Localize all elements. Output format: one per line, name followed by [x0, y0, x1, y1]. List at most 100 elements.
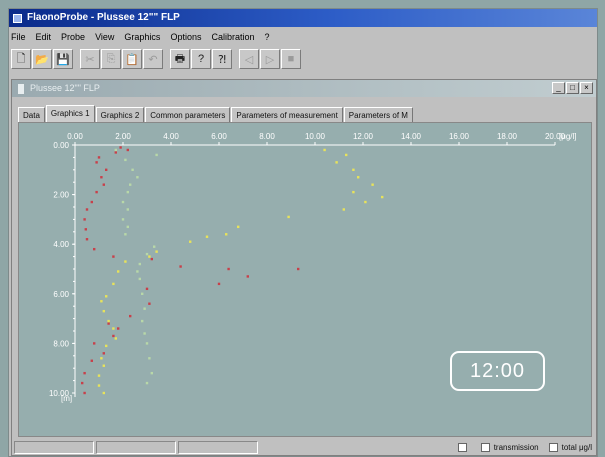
x-tick-label: 18.00 [497, 132, 518, 141]
save-icon: 💾 [56, 53, 70, 66]
data-point-red [95, 161, 98, 164]
y-tick-label: 10.00 [49, 389, 70, 398]
paste-icon: 📋 [125, 53, 139, 66]
data-point-red [81, 381, 84, 385]
print-button[interactable]: 🖶 [170, 49, 190, 69]
x-axis-label: [μg/l] [559, 132, 577, 141]
open-folder-button[interactable]: 📂 [32, 49, 52, 69]
data-point-red [97, 156, 101, 159]
data-point-green [126, 190, 129, 194]
data-point-green [131, 168, 134, 171]
transmission-checkbox[interactable]: transmission [480, 442, 539, 452]
copy-button[interactable]: ⎘ [101, 49, 121, 69]
data-point-yellow [102, 309, 105, 313]
x-tick-label: 12.00 [353, 132, 374, 141]
data-point-yellow [364, 200, 367, 204]
data-point-green [126, 208, 129, 211]
cut-button[interactable]: ✂ [80, 49, 100, 69]
x-tick-label: 8.00 [259, 132, 275, 141]
checkbox-box[interactable] [480, 442, 490, 452]
tab-graphics-1[interactable]: Graphics 1 [45, 105, 95, 123]
data-point-red [179, 265, 182, 268]
data-point-red [112, 255, 115, 258]
data-point-yellow [107, 319, 110, 323]
data-point-yellow [97, 374, 101, 377]
data-point-green [153, 245, 156, 248]
data-point-yellow [114, 337, 117, 340]
checkbox-box[interactable] [548, 442, 558, 452]
y-tick-label: 0.00 [53, 141, 69, 150]
maximize-button[interactable]: □ [566, 82, 579, 94]
data-point-yellow [105, 344, 108, 348]
menu-item-[interactable]: ? [264, 32, 270, 42]
data-point-red [90, 359, 93, 362]
menu-item-file[interactable]: File [11, 32, 26, 42]
y-axis-label: [m] [61, 394, 72, 403]
menu-item-graphics[interactable]: Graphics [124, 32, 161, 42]
data-point-red [83, 218, 86, 221]
data-point-yellow [352, 190, 355, 194]
data-point-yellow [357, 176, 360, 179]
menu-item-view[interactable]: View [95, 32, 115, 42]
data-point-red [145, 287, 149, 291]
data-point-yellow [323, 148, 326, 152]
data-point-red [126, 148, 129, 152]
app-window: FlaonoProbe - Plussee 12"" FLP File Edit P… [8, 8, 598, 457]
data-point-red [102, 183, 105, 186]
data-point-green [121, 218, 125, 221]
status-bar: transmission total μg/l [14, 439, 596, 455]
x-tick-label: 4.00 [163, 132, 179, 141]
context-help-icon: ⁈ [217, 53, 227, 66]
menu-bar: File Edit Probe View Graphics Options Calibrat… [9, 29, 597, 45]
total-checkbox[interactable]: total μg/l [548, 442, 592, 452]
stop-button[interactable]: ■ [281, 49, 301, 69]
data-point-yellow [371, 183, 374, 186]
new-file-button[interactable]: 🗋 [11, 49, 31, 69]
data-point-yellow [100, 357, 103, 360]
y-tick-label: 8.00 [53, 339, 69, 348]
data-point-green [114, 148, 117, 152]
data-point-red [90, 200, 93, 204]
back-icon: ◁ [244, 53, 254, 66]
undo-button[interactable]: ↶ [143, 49, 163, 69]
tab-graphics-2[interactable]: Graphics 2 [95, 107, 145, 123]
data-point-yellow [345, 153, 348, 157]
paste-button[interactable]: 📋 [122, 49, 142, 69]
data-point-green [141, 292, 144, 295]
close-button[interactable]: × [580, 82, 593, 94]
help-button[interactable]: ? [191, 49, 211, 69]
data-point-green [145, 381, 149, 385]
data-point-green [155, 153, 158, 157]
print-icon: 🖶 [174, 52, 186, 65]
stop-icon: ■ [287, 53, 295, 65]
menu-item-edit[interactable]: Edit [35, 32, 52, 42]
data-point-green [126, 225, 129, 229]
data-point-red [297, 267, 300, 271]
data-point-green [145, 342, 149, 345]
menu-item-probe[interactable]: Probe [61, 32, 86, 42]
context-help-button[interactable]: ⁈ [212, 49, 232, 69]
data-point-yellow [112, 282, 115, 286]
back-button[interactable]: ◁ [239, 49, 259, 69]
data-point-red [227, 267, 230, 271]
data-point-green [121, 200, 125, 204]
data-point-yellow [342, 208, 345, 211]
tab-common-parameters[interactable]: Common parameters [145, 107, 231, 123]
tab-parameters-of-measurement[interactable]: Parameters of measurement [231, 107, 343, 123]
data-point-green [143, 307, 146, 310]
data-point-red [246, 275, 249, 278]
minimize-button[interactable]: _ [552, 82, 565, 94]
menu-item-options[interactable]: Options [170, 32, 202, 42]
data-point-green [124, 233, 127, 236]
save-button[interactable]: 💾 [53, 49, 73, 69]
menu-item-calibration[interactable]: Calibration [211, 32, 255, 42]
tab-data[interactable]: Data [18, 107, 45, 123]
data-point-red [114, 151, 117, 154]
checkbox-box[interactable] [457, 442, 467, 452]
tab-strip: Data Graphics 1 Graphics 2 Common parameter… [18, 105, 414, 123]
tab-parameters-of-m[interactable]: Parameters of M [343, 107, 413, 123]
faded-checkbox[interactable] [457, 442, 471, 452]
data-point-yellow [102, 391, 105, 395]
forward-button[interactable]: ▷ [260, 49, 280, 69]
status-cell [178, 440, 258, 454]
